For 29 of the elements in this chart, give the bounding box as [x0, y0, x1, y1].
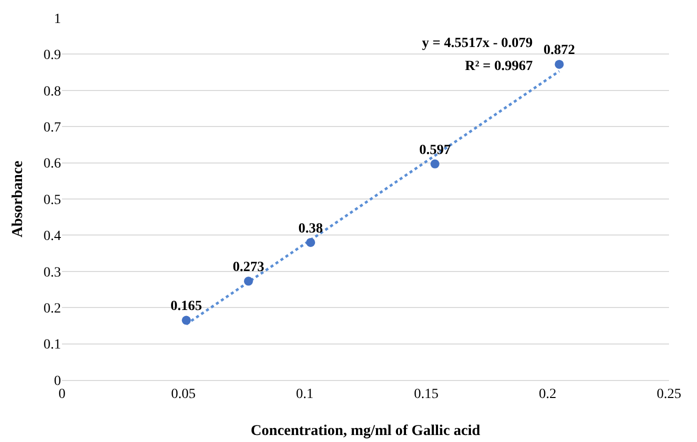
y-axis-title: Absorbance [10, 160, 26, 238]
x-tick-label: 0.05 [171, 386, 196, 402]
x-tick-label: 0.15 [414, 386, 438, 402]
y-tick-label: 0.9 [44, 48, 61, 64]
x-tick-label: 0.1 [296, 386, 314, 402]
y-tick-label: 0.4 [44, 229, 61, 244]
y-tick-label: 0.6 [44, 156, 61, 172]
point [244, 276, 253, 286]
y-tick-label: 0.2 [44, 302, 61, 316]
y-tick-label: 0.7 [44, 120, 61, 136]
x-tick-label: 0.2 [538, 386, 556, 402]
x-axis-title: Concentration, mg/ml of Gallic acid [250, 423, 481, 439]
y-tick-label: 1 [54, 12, 61, 27]
annotation: y = 4.5517x - 0.079 [422, 36, 533, 51]
annotation: R² = 0.9967 [465, 59, 533, 74]
y-tick-label: 0 [54, 374, 61, 389]
y-tick-label: 0.3 [44, 265, 61, 280]
y-tick-label: 0.8 [44, 84, 61, 100]
point [182, 316, 191, 325]
y-tick-label: 0.1 [44, 338, 61, 353]
y-tick-label: 0.5 [44, 192, 61, 208]
data-label: 0.165 [170, 299, 202, 314]
data-label: 0.273 [232, 260, 264, 276]
data-label: 0.872 [544, 43, 575, 58]
x-tick-label: 0.25 [656, 386, 682, 402]
point [430, 159, 440, 168]
point [554, 60, 564, 69]
data-label: 0.38 [298, 221, 323, 236]
point [306, 238, 316, 247]
